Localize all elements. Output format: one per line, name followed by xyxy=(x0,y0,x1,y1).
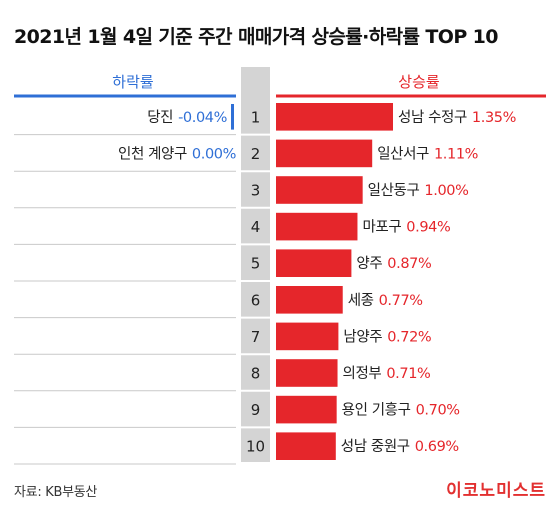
rank-number: 9 xyxy=(251,401,261,419)
rise-value-label: 0.87% xyxy=(387,256,431,272)
rise-bar xyxy=(276,176,363,204)
fall-header: 하락률 xyxy=(112,73,154,91)
rise-region-name: 용인 기흥구 xyxy=(342,401,411,419)
rise-label: 일산동구 1.00% xyxy=(368,182,469,199)
rise-region-name: 성남 중원구 xyxy=(341,438,410,455)
rise-label: 의정부 0.71% xyxy=(343,365,431,382)
rank-number: 4 xyxy=(251,218,261,236)
source-note: 자료: KB부동산 xyxy=(14,485,98,500)
rise-region-name: 일산서구 xyxy=(377,145,429,162)
rise-region-name: 양주 xyxy=(356,255,382,272)
rank-number: 10 xyxy=(246,438,265,456)
rise-label: 남양주 0.72% xyxy=(343,328,431,345)
rise-region-name: 세종 xyxy=(348,292,374,309)
rise-bar xyxy=(276,212,358,241)
rise-label: 성남 중원구 0.69% xyxy=(341,438,459,455)
rise-bar xyxy=(276,432,336,460)
rank-number: 6 xyxy=(251,291,261,309)
rise-header: 상승률 xyxy=(398,73,440,91)
rise-value-label: 0.94% xyxy=(406,220,450,236)
rise-region-name: 남양주 xyxy=(343,328,382,345)
rise-value-label: 0.72% xyxy=(387,329,431,345)
rank-column xyxy=(241,67,270,462)
rise-bar xyxy=(276,286,343,314)
rise-value-label: 0.69% xyxy=(415,439,459,455)
rise-label: 용인 기흥구 0.70% xyxy=(342,401,460,419)
rise-label: 양주 0.87% xyxy=(356,255,431,272)
rise-label: 성남 수정구 1.35% xyxy=(398,109,516,126)
rise-value-label: 0.71% xyxy=(386,366,430,382)
rise-region-name: 일산동구 xyxy=(368,182,420,199)
rise-bar xyxy=(276,395,337,424)
rise-value-label: 0.77% xyxy=(379,293,423,309)
rise-value-label: 1.00% xyxy=(424,183,468,199)
rise-region-name: 마포구 xyxy=(362,219,401,236)
rise-bar xyxy=(276,103,393,131)
rank-number: 2 xyxy=(251,145,261,163)
fall-value-label: -0.04% xyxy=(178,110,227,126)
fall-label: 당진 -0.04% xyxy=(147,109,227,126)
rise-value-label: 1.11% xyxy=(434,146,478,162)
fall-bar xyxy=(231,104,234,130)
publisher-logo: 이코노미스트 xyxy=(446,481,546,501)
fall-value-label: 0.00% xyxy=(192,146,236,162)
chart-title: 2021년 1월 4일 기준 주간 매매가격 상승률·하락률 TOP 10 xyxy=(14,26,499,48)
rise-label: 세종 0.77% xyxy=(348,292,423,309)
rank-number: 7 xyxy=(251,328,261,346)
fall-label: 인천 계양구 0.00% xyxy=(118,145,236,162)
rank-number: 8 xyxy=(251,365,261,383)
rise-region-name: 성남 수정구 xyxy=(398,109,467,126)
rise-bar xyxy=(276,359,338,387)
rise-label: 마포구 0.94% xyxy=(362,219,450,236)
rise-region-name: 의정부 xyxy=(343,365,382,382)
rank-number: 3 xyxy=(251,182,261,200)
rise-value-label: 0.70% xyxy=(416,403,460,419)
rank-number: 1 xyxy=(251,108,261,126)
fall-region-name: 인천 계양구 xyxy=(118,145,187,162)
rise-bar xyxy=(276,139,373,168)
rise-bar xyxy=(276,249,352,277)
rise-value-label: 1.35% xyxy=(472,110,516,126)
rank-number: 5 xyxy=(251,255,261,273)
rise-bar xyxy=(276,322,339,351)
fall-region-name: 당진 xyxy=(147,109,173,126)
rise-label: 일산서구 1.11% xyxy=(377,145,478,162)
